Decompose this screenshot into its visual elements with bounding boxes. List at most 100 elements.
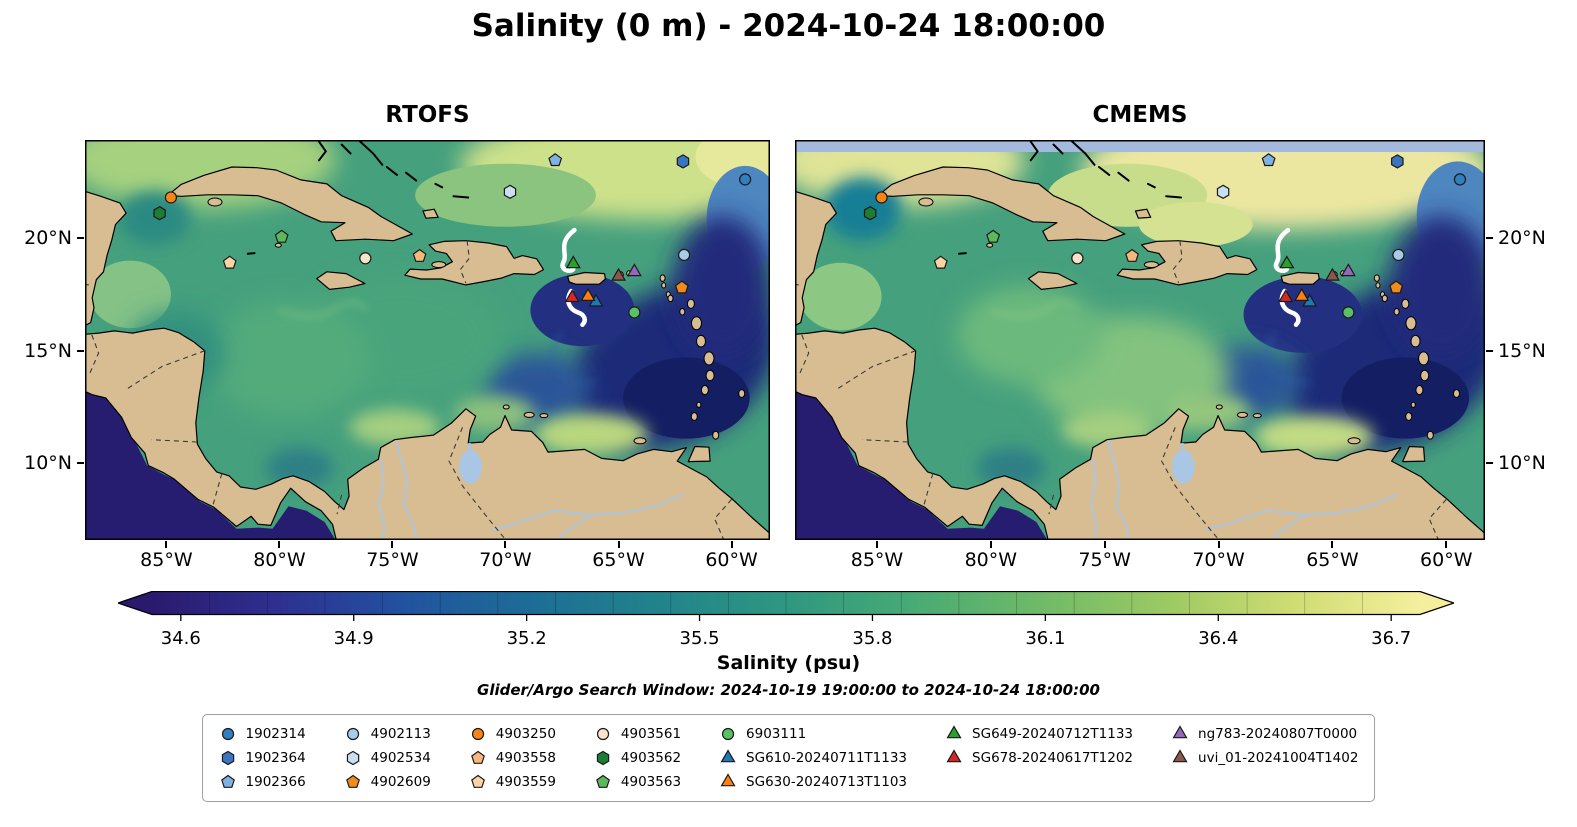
legend-item: SG649-20240712T1133 (945, 724, 1133, 744)
platform-marker-SG678-20240617T1202 (564, 289, 580, 303)
platform-marker-4903559 (933, 255, 948, 269)
legend-marker-triangle-icon (720, 749, 736, 763)
legend-item: 6903111 (719, 724, 907, 744)
legend-marker-pentagon-icon (345, 774, 360, 788)
platform-marker-4902534 (1216, 184, 1230, 199)
lon-tick (617, 541, 620, 548)
platform-marker-4903563 (986, 229, 1001, 243)
colorbar-tick-label: 34.6 (160, 628, 201, 649)
legend-label: 4902534 (370, 750, 431, 766)
lon-tick (1331, 541, 1334, 548)
rivers (1090, 440, 1398, 540)
lon-tick (875, 541, 878, 548)
legend-item: SG630-20240713T1103 (719, 772, 907, 792)
legend-marker-hexagon-icon (346, 750, 359, 766)
platform-marker-4902113 (1392, 248, 1405, 262)
legend-column: ng783-20240807T0000 uvi_01-20241004T1402 (1171, 724, 1358, 792)
platform-marker-4903250 (875, 191, 888, 204)
legend-item: 4903558 (469, 748, 556, 768)
legend-item: 1902364 (219, 748, 306, 768)
panel-title-cmems: CMEMS (1092, 102, 1188, 128)
legend-item: 1902366 (219, 772, 306, 792)
legend-item: 4903563 (594, 772, 681, 792)
colorbar-over-arrow (1420, 591, 1454, 615)
legend-item: 4902609 (344, 772, 431, 792)
legend-item: 4903250 (469, 724, 556, 744)
cmems-top-strip (795, 140, 1485, 152)
legend-marker-triangle-icon (720, 773, 736, 787)
legend-column: 4902113 4902534 4902609 (344, 724, 431, 792)
platform-marker-4903559 (222, 255, 237, 269)
platform-marker-6903111 (628, 306, 641, 319)
legend-marker-pentagon-icon (596, 774, 610, 788)
legend-label: ng783-20240807T0000 (1198, 726, 1358, 742)
rivers (377, 440, 684, 540)
legend-item: 1902314 (219, 724, 306, 744)
lat-tick-label: 10°N (24, 452, 72, 475)
legend-item: ng783-20240807T0000 (1171, 724, 1358, 744)
figure-title: Salinity (0 m) - 2024-10-24 18:00:00 (471, 8, 1106, 44)
platform-marker-1902364 (1391, 154, 1404, 169)
platform-marker-uvi_01-20241004T1402 (1324, 267, 1340, 281)
lon-tick (165, 541, 168, 548)
colorbar-under-arrow (118, 591, 152, 615)
platform-marker-4903250 (164, 191, 178, 204)
lat-tick-label: 10°N (1498, 452, 1546, 475)
legend-marker-circle-icon (346, 727, 359, 741)
lon-tick-label: 60°W (705, 549, 758, 571)
legend-label: 4903558 (495, 750, 556, 766)
legend-label: 6903111 (746, 726, 807, 742)
lon-tick-label: 65°W (592, 549, 645, 571)
lat-tick-label: 20°N (24, 227, 72, 250)
platform-marker-SG649-20240712T1133 (565, 255, 581, 269)
legend-item: 4902113 (344, 724, 431, 744)
land-layer (795, 166, 1485, 540)
legend-label: 4903561 (620, 726, 682, 742)
legend-marker-triangle-icon (1172, 749, 1188, 763)
lon-tick-label: 75°W (366, 549, 419, 571)
platform-marker-uvi_01-20241004T1402 (611, 267, 627, 281)
legend-marker-triangle-icon (946, 749, 962, 763)
land-layer (85, 166, 770, 540)
lon-tick (1445, 541, 1448, 548)
platform-marker-4903558 (1125, 248, 1140, 262)
legend-label: 4903250 (495, 726, 556, 742)
legend-item: 4903559 (469, 772, 556, 792)
colorbar-tick-label: 35.8 (852, 628, 893, 649)
country-borders (795, 240, 1447, 540)
lat-tick (1486, 462, 1493, 465)
legend-column: 4903250 4903558 4903559 (469, 724, 556, 792)
search-window-text: Glider/Argo Search Window: 2024-10-19 19… (477, 681, 1100, 699)
legend-marker-circle-icon (596, 727, 610, 741)
platform-marker-4903562 (153, 206, 166, 221)
legend-marker-circle-icon (471, 727, 484, 741)
colorbar-tick-label: 35.2 (506, 628, 547, 649)
lon-tick (1103, 541, 1106, 548)
legend-column: 6903111 SG610-20240711T1133 SG630-20240713… (719, 724, 907, 792)
lon-tick-label: 75°W (1078, 549, 1131, 571)
map-frame (795, 140, 1485, 540)
platform-marker-1902366 (1261, 153, 1276, 167)
lon-tick-label: 80°W (253, 549, 306, 571)
legend-column: 1902314 1902364 1902366 (219, 724, 306, 792)
panel-title-rtofs: RTOFS (385, 102, 470, 128)
platform-markers (863, 153, 1467, 319)
lon-tick (989, 541, 992, 548)
platform-marker-SG630-20240713T1103 (580, 287, 596, 301)
lat-tick-label: 20°N (1498, 227, 1546, 250)
colorbar-tick-label: 34.9 (333, 628, 374, 649)
colorbar-tick-label: 36.7 (1371, 628, 1412, 649)
map-rtofs (85, 140, 770, 540)
platform-marker-4902113 (677, 248, 691, 262)
map-cmems (795, 140, 1485, 540)
lon-tick-label: 70°W (479, 549, 532, 571)
lat-tick (1486, 349, 1493, 352)
legend-marker-pentagon-icon (470, 750, 485, 764)
platform-marker-4902534 (503, 184, 517, 199)
legend-item: SG610-20240711T1133 (719, 748, 907, 768)
platform-marker-1902314 (1453, 173, 1467, 186)
lon-tick (391, 541, 394, 548)
platform-marker-4902609 (674, 280, 689, 294)
platform-markers (153, 153, 752, 319)
